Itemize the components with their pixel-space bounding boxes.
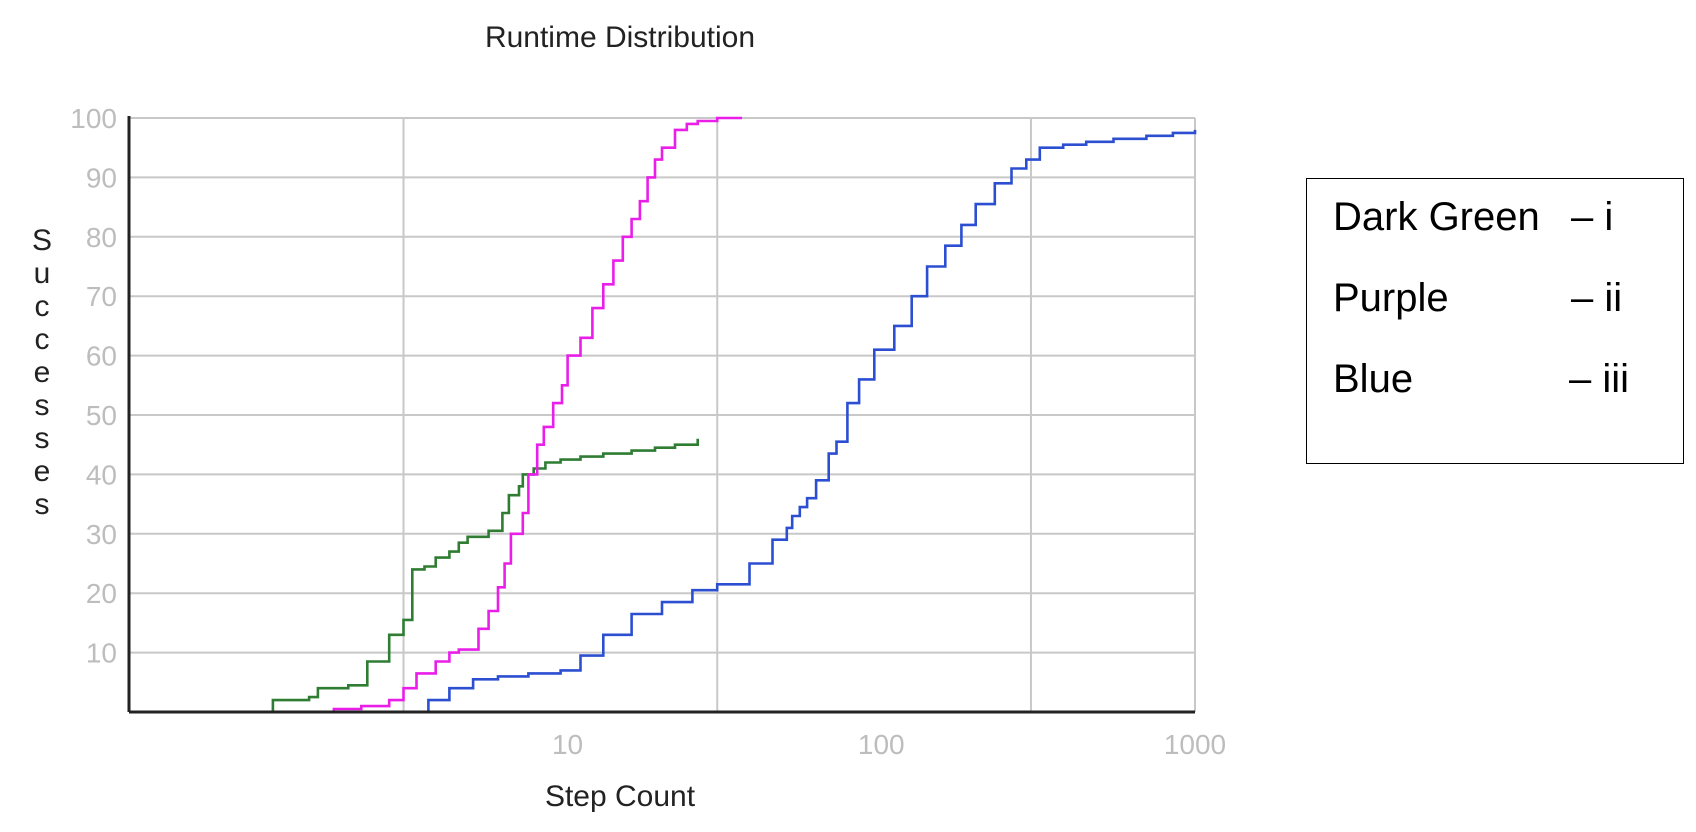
series-line-i [271, 438, 699, 712]
y-tick-label: 20 [86, 578, 117, 609]
x-tick-label: 100 [858, 729, 905, 760]
y-tick-label: 60 [86, 341, 117, 372]
y-axis-label-letter: e [34, 356, 51, 389]
legend-entry-dark-green: Dark Green – i [1333, 195, 1613, 375]
y-tick-label: 50 [86, 400, 117, 431]
y-tick-label: 80 [86, 222, 117, 253]
legend-name: Blue [1333, 357, 1414, 401]
y-axis-label-letter: e [34, 455, 51, 488]
y-axis-label-letter: u [34, 257, 51, 290]
chart-title: Runtime Distribution [485, 21, 755, 54]
legend-name: Purple [1333, 276, 1449, 320]
y-tick-label: 40 [86, 459, 117, 490]
y-axis-label-letter: s [35, 422, 50, 455]
y-tick-label: 30 [86, 519, 117, 550]
x-axis-label: Step Count [545, 780, 696, 813]
y-tick-label: 10 [86, 638, 117, 669]
y-axis-label-letter: s [35, 488, 50, 521]
grid-layer [129, 117, 1196, 712]
legend-entry-blue: Blue – iii [1333, 357, 1629, 537]
tick-label-layer: 10 20 30 40 50 60 70 80 90 100 10 100 1000 [70, 103, 1226, 760]
series-line-ii [289, 116, 743, 714]
legend-entry-purple: Purple – ii [1333, 276, 1622, 456]
legend-code: – ii [1571, 276, 1623, 320]
legend-name: Dark Green [1333, 195, 1540, 239]
y-tick-label: 90 [86, 162, 117, 193]
x-tick-label: 10 [552, 729, 583, 760]
axis-layer [127, 116, 1195, 714]
series-layer [271, 116, 1197, 714]
legend-code: – iii [1569, 357, 1630, 401]
series-line-iii [412, 129, 1197, 714]
y-tick-label: 70 [86, 281, 117, 312]
x-tick-label: 1000 [1164, 729, 1226, 760]
y-axis-label-letter: c [35, 323, 50, 356]
y-axis-label-letter: s [35, 389, 50, 422]
y-axis-label-letter: c [35, 290, 50, 323]
y-axis-label-letter: S [32, 224, 52, 257]
y-tick-label: 100 [70, 103, 117, 134]
legend-code: – i [1571, 195, 1614, 239]
legend: Dark Green – i Purple – ii Blue – iii [1306, 178, 1684, 464]
